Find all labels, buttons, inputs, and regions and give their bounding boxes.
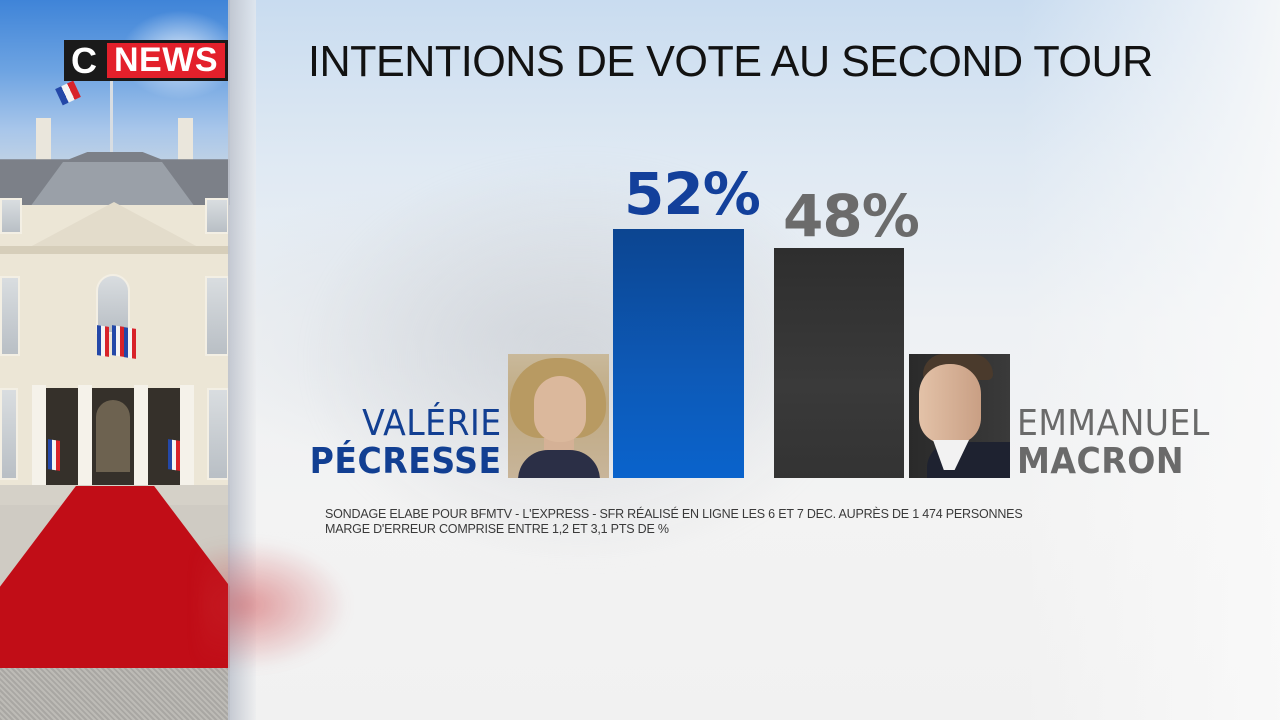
red-carpet-blur <box>200 540 350 670</box>
pecresse-last-name: PÉCRESSE <box>310 441 502 482</box>
french-flag-icon <box>112 325 124 357</box>
panel-edge <box>228 0 256 720</box>
cnews-logo: C NEWS <box>64 40 228 81</box>
window <box>205 198 229 234</box>
macron-last-name: MACRON <box>1017 441 1185 482</box>
window <box>0 198 22 234</box>
chimney <box>36 118 51 160</box>
gravel <box>0 668 230 720</box>
french-flag-icon <box>97 325 109 357</box>
logo-news: NEWS <box>104 40 228 81</box>
french-flag-icon <box>48 439 60 471</box>
background-fade <box>1020 0 1280 720</box>
valerie-pecresse-portrait <box>508 354 609 478</box>
column <box>180 385 194 485</box>
chimney <box>178 118 193 160</box>
cornice <box>0 246 230 254</box>
chart-title: INTENTIONS DE VOTE AU SECOND TOUR <box>308 37 1153 86</box>
window <box>0 388 18 480</box>
french-flag-icon <box>168 439 180 471</box>
logo-c: C <box>64 40 104 81</box>
source-line-1: SONDAGE ELABE POUR BFMTV - L'EXPRESS - S… <box>325 507 1023 521</box>
macron-percentage: 48% <box>783 182 920 250</box>
elysee-photo-panel <box>0 0 230 720</box>
flagpole <box>110 80 113 155</box>
macron-first-name: EMMANUEL <box>1017 403 1210 444</box>
french-flag-icon <box>55 80 81 106</box>
portrait-face <box>534 376 586 442</box>
window <box>0 276 20 356</box>
french-flag-icon <box>124 327 136 359</box>
pecresse-bar <box>613 229 744 478</box>
window <box>207 388 229 480</box>
pecresse-percentage: 52% <box>624 160 761 228</box>
window <box>205 276 229 356</box>
column <box>32 385 46 485</box>
emmanuel-macron-portrait <box>909 354 1010 478</box>
entrance-door <box>96 400 130 472</box>
poll-source-note: SONDAGE ELABE POUR BFMTV - L'EXPRESS - S… <box>325 507 1023 537</box>
source-line-2: MARGE D'ERREUR COMPRISE ENTRE 1,2 ET 3,1… <box>325 522 669 536</box>
column <box>134 385 148 485</box>
portrait-face <box>919 364 981 444</box>
column <box>78 385 92 485</box>
portrait-jacket <box>518 450 600 478</box>
roof-dormer <box>30 162 195 207</box>
macron-bar <box>774 248 904 478</box>
pecresse-first-name: VALÉRIE <box>362 403 502 444</box>
